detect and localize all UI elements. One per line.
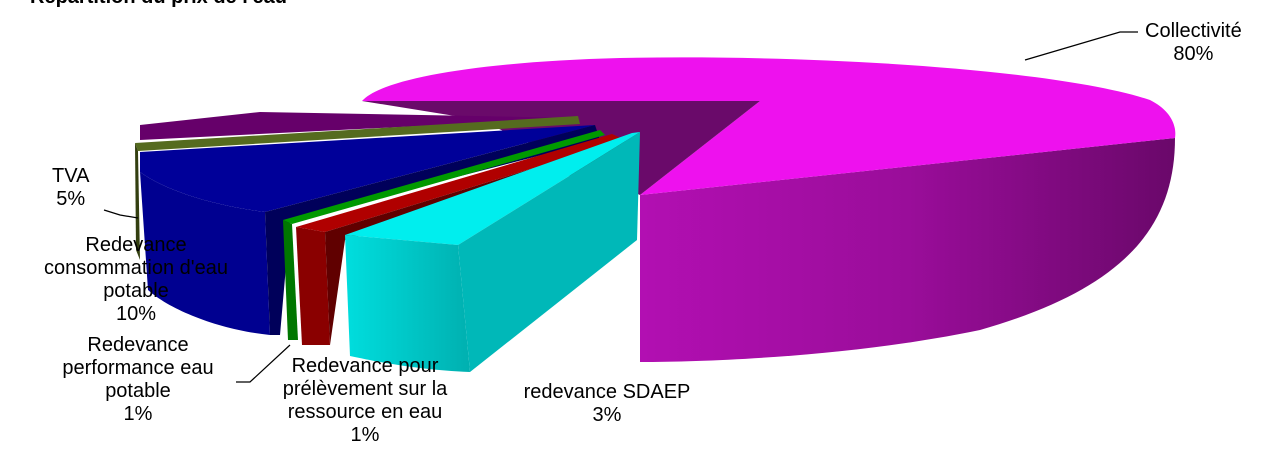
label-tva: TVA 5% [52,165,89,211]
label-consommation: Redevance consommation d'eau potable 10% [0,234,272,326]
slice-sdaep-front [345,235,470,372]
slice-collectivite-top [362,57,1176,195]
label-collectivite-pct: 80% [1173,43,1214,65]
label-prelevement-line3: ressource en eau [287,401,443,423]
label-consommation-pct: 10% [115,303,157,325]
slice-sdaep-cut [458,132,640,372]
label-performance-line3: potable [105,380,171,402]
label-performance-pct: 1% [123,403,153,425]
slice-sdaep [345,132,640,372]
label-performance: Redevance performance eau potable 1% [40,334,236,426]
label-collectivite-name: Collectivité [1145,20,1242,42]
leader-performance [236,344,291,383]
slice-prelevement-front [296,227,330,345]
slice-tva-side [135,143,140,260]
label-performance-line1: Redevance [87,334,189,356]
chart-title-fragment: Répartition du prix de l'eau [30,0,287,9]
label-performance-line2: performance eau [62,357,214,379]
label-prelevement-line1: Redevance pour [291,355,439,377]
slice-consommation-cut [265,125,600,335]
slice-consommation-top-back [140,112,580,140]
leader-tva [103,209,139,219]
label-tva-pct: 5% [56,188,86,210]
label-consommation-line2: consommation d'eau [44,257,228,279]
label-prelevement-pct: 1% [350,424,380,446]
slice-tva-top [135,116,580,151]
slice-performance-top [283,130,605,224]
slice-tva [135,116,580,260]
label-consommation-line3: potable [103,280,169,302]
slice-sdaep-top [345,132,640,245]
label-tva-name: TVA [52,165,90,187]
label-prelevement-line2: prélèvement sur la [282,378,448,400]
label-consommation-line1: Redevance [85,234,187,256]
slice-performance [283,130,605,340]
slice-consommation-side [140,172,270,335]
slice-collectivite [362,57,1176,362]
slice-consommation [140,112,600,335]
label-sdaep-name: redevance SDAEP [523,381,691,403]
slice-consommation-top [140,125,595,212]
slice-prelevement-top [296,134,625,232]
label-sdaep-pct: 3% [592,404,622,426]
slice-collectivite-side [640,138,1175,362]
label-sdaep: redevance SDAEP 3% [492,381,722,427]
leader-collectivite [1024,31,1138,61]
label-prelevement: Redevance pour prélèvement sur la ressou… [250,355,480,447]
label-collectivite: Collectivité 80% [1145,20,1242,66]
slice-performance-side [283,220,298,340]
